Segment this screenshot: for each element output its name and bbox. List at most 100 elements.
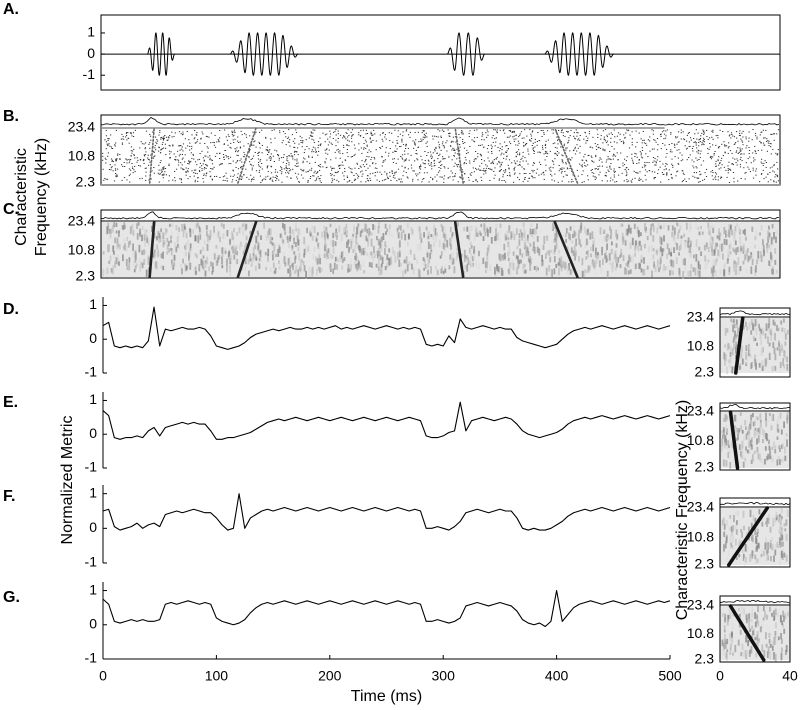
noise-dot xyxy=(431,168,432,169)
noise-streak xyxy=(124,243,126,250)
noise-dot xyxy=(533,143,534,144)
noise-dot xyxy=(251,144,252,145)
noise-dot xyxy=(696,166,697,167)
noise-streak xyxy=(754,245,756,249)
noise-dot xyxy=(607,136,608,137)
noise-dot xyxy=(108,143,109,144)
noise-streak xyxy=(473,254,475,260)
noise-streak xyxy=(126,237,128,241)
noise-dot xyxy=(509,130,510,131)
noise-dot xyxy=(123,136,124,137)
panel-label: G. xyxy=(3,589,20,606)
noise-dot xyxy=(545,165,546,166)
noise-dot xyxy=(532,132,533,133)
noise-dot xyxy=(364,166,365,167)
noise-dot xyxy=(406,131,407,132)
noise-dot xyxy=(318,145,319,146)
noise-dot xyxy=(672,165,673,166)
noise-dot xyxy=(148,155,149,156)
noise-streak xyxy=(632,238,634,245)
noise-dot xyxy=(461,130,462,131)
noise-dot xyxy=(776,182,777,183)
noise-dot xyxy=(526,143,527,144)
noise-dot xyxy=(740,150,741,151)
noise-dot xyxy=(260,159,261,160)
noise-streak xyxy=(252,255,254,262)
noise-dot xyxy=(671,177,672,178)
noise-dot xyxy=(439,146,440,147)
noise-streak xyxy=(147,257,149,265)
noise-dot xyxy=(288,129,289,130)
noise-dot xyxy=(712,175,713,176)
noise-dot xyxy=(215,156,216,157)
noise-dot xyxy=(294,143,295,144)
noise-dot xyxy=(743,131,744,132)
noise-dot xyxy=(571,171,572,172)
noise-dot xyxy=(728,153,729,154)
noise-dot xyxy=(267,147,268,148)
noise-dot xyxy=(298,154,299,155)
noise-dot xyxy=(519,153,520,154)
noise-streak xyxy=(714,225,716,229)
noise-streak xyxy=(295,223,297,230)
noise-dot xyxy=(773,181,774,182)
axes-box xyxy=(101,15,780,90)
noise-dot xyxy=(606,142,607,143)
noise-streak xyxy=(482,258,484,264)
noise-streak xyxy=(440,255,442,258)
noise-dot xyxy=(772,171,773,172)
noise-streak xyxy=(273,244,275,252)
noise-dot xyxy=(300,140,301,141)
noise-dot xyxy=(627,130,628,131)
noise-dot xyxy=(600,148,601,149)
noise-dot xyxy=(115,159,116,160)
noise-dot xyxy=(559,170,560,171)
noise-dot xyxy=(681,160,682,161)
noise-dot xyxy=(469,130,470,131)
noise-streak xyxy=(295,242,297,247)
noise-dot xyxy=(412,179,413,180)
noise-dot xyxy=(759,181,760,182)
noise-dot xyxy=(564,145,565,146)
noise-streak xyxy=(376,236,378,240)
noise-dot xyxy=(252,158,253,159)
noise-dot xyxy=(153,158,154,159)
noise-dot xyxy=(451,149,452,150)
noise-streak xyxy=(705,263,707,269)
noise-dot xyxy=(403,144,404,145)
noise-dot xyxy=(162,175,163,176)
noise-streak xyxy=(750,267,752,274)
noise-dot xyxy=(522,138,523,139)
noise-dot xyxy=(584,181,585,182)
noise-dot xyxy=(286,167,287,168)
noise-dot xyxy=(102,156,103,157)
noise-dot xyxy=(515,163,516,164)
noise-streak xyxy=(770,543,772,549)
noise-dot xyxy=(104,139,105,140)
noise-streak xyxy=(742,359,744,365)
noise-streak xyxy=(738,608,740,611)
noise-dot xyxy=(505,169,506,170)
noise-streak xyxy=(772,269,774,275)
noise-dot xyxy=(500,154,501,155)
noise-dot xyxy=(182,159,183,160)
noise-dot xyxy=(289,139,290,140)
noise-streak xyxy=(747,546,749,553)
noise-streak xyxy=(181,224,183,231)
noise-dot xyxy=(544,153,545,154)
noise-dot xyxy=(311,131,312,132)
noise-streak xyxy=(723,544,725,551)
noise-dot xyxy=(693,161,694,162)
noise-dot xyxy=(571,179,572,180)
noise-streak xyxy=(781,653,783,661)
noise-dot xyxy=(396,163,397,164)
noise-dot xyxy=(150,140,151,141)
noise-dot xyxy=(595,179,596,180)
noise-dot xyxy=(663,138,664,139)
noise-streak xyxy=(638,263,640,269)
noise-dot xyxy=(607,141,608,142)
noise-streak xyxy=(787,510,789,517)
noise-dot xyxy=(238,168,239,169)
noise-dot xyxy=(384,171,385,172)
noise-streak xyxy=(630,269,632,274)
